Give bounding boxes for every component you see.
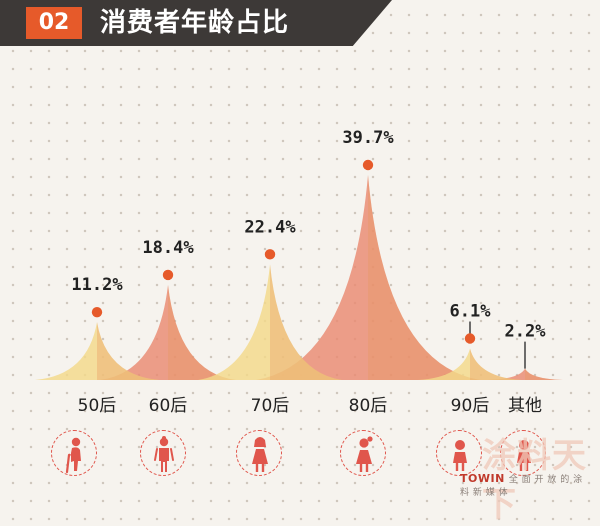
spire-1 (35, 322, 159, 380)
elderly-woman-icon (140, 430, 186, 476)
header: 02 消费者年龄占比 (0, 0, 600, 50)
category-label: 90后 (451, 396, 490, 416)
spire-6 (487, 368, 563, 380)
elderly-man-icon (51, 430, 97, 476)
value-label: 11.2% (71, 275, 123, 295)
age-icons-row (0, 428, 600, 488)
data-point-marker (362, 159, 374, 171)
child-icon (500, 430, 546, 476)
spire-2 (100, 284, 236, 380)
category-label: 70后 (251, 396, 290, 416)
value-label: 18.4% (142, 238, 194, 258)
girl-icon (340, 430, 386, 476)
value-label: 22.4% (244, 217, 296, 237)
woman-icon (236, 430, 282, 476)
child-icon (436, 430, 482, 476)
data-point-marker (91, 306, 103, 318)
spire-4 (256, 175, 480, 380)
category-label: 80后 (349, 396, 388, 416)
watermark-subtext: TOWIN 全 面 开 放 的 涂 料 新 媒 体 (460, 472, 594, 498)
page-title: 消费者年龄占比 (100, 8, 290, 38)
data-point-marker (264, 249, 276, 260)
age-distribution-chart: 11.2% 50后 18.4% 60后 22.4% 70后 39.7% 80后 6.1% 90后 2… (35, 128, 563, 416)
value-label: 2.2% (505, 322, 547, 342)
spire-3 (198, 264, 342, 380)
category-label: 60后 (149, 396, 188, 416)
category-label: 其他 (508, 396, 542, 416)
spire-5 (418, 348, 522, 380)
value-label: 39.7% (342, 128, 394, 148)
value-label: 6.1% (450, 302, 492, 322)
data-point-marker (162, 269, 174, 281)
watermark: 涂料天下 TOWIN 全 面 开 放 的 涂 料 新 媒 体 (444, 428, 594, 525)
watermark-brand: TOWIN (460, 472, 505, 485)
section-number-badge: 02 (26, 7, 82, 39)
category-label: 50后 (78, 396, 117, 416)
data-point-marker (464, 333, 476, 344)
